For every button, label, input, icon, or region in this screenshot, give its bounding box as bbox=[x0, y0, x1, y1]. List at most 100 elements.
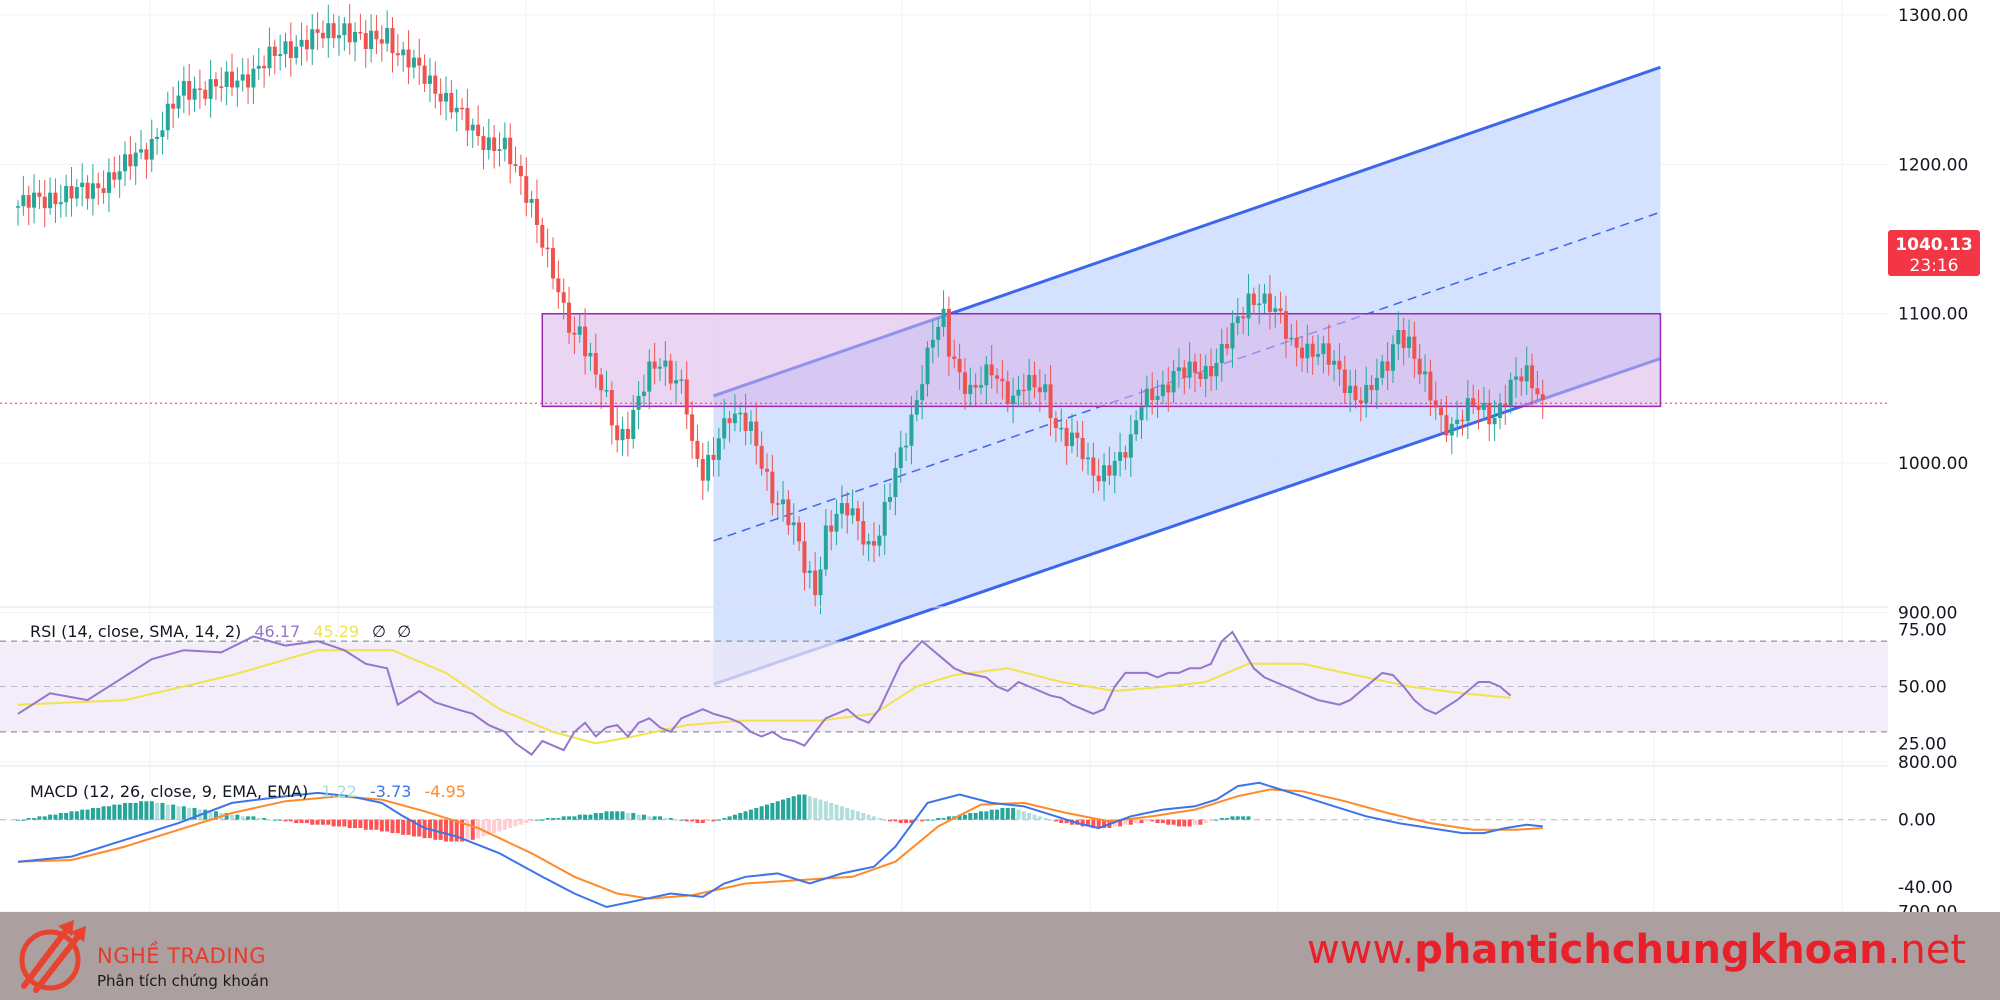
channel-lower-line[interactable] bbox=[713, 357, 1661, 686]
macd-histogram-bar bbox=[957, 814, 962, 820]
rsi-pane[interactable]: 75.00 50.00 25.00 RSI (14, close, SMA, 14,… bbox=[0, 621, 1947, 756]
price-tick-label: 1000.00 bbox=[1898, 454, 1968, 474]
rsi-legend[interactable]: RSI (14, close, SMA, 14, 2) 46.17 45.29 … bbox=[30, 622, 411, 641]
macd-histogram-bar bbox=[700, 819, 705, 824]
candle-body bbox=[1027, 374, 1032, 391]
candle-body bbox=[1289, 337, 1294, 340]
candle-body bbox=[1123, 452, 1128, 458]
rectangle-drawing[interactable] bbox=[541, 312, 1662, 408]
price-pane[interactable]: 1300.00 1200.00 1100.00 1000.00 900.00 800.00… bbox=[0, 4, 1980, 922]
macd-axis[interactable]: 0.00 -40.00 bbox=[1898, 811, 1953, 898]
candle-body bbox=[1219, 343, 1224, 363]
macd-histogram-bar bbox=[1198, 819, 1203, 825]
rsi-empty-value-2: ∅ bbox=[397, 622, 411, 641]
candle-body bbox=[695, 440, 700, 459]
candle-body bbox=[133, 152, 138, 167]
macd-histogram-bar bbox=[984, 811, 989, 820]
macd-histogram-bar bbox=[235, 814, 240, 820]
macd-histogram-bar bbox=[759, 806, 764, 820]
macd-histogram-bar bbox=[1214, 819, 1219, 821]
macd-histogram-bar bbox=[1203, 819, 1208, 824]
macd-histogram-bar bbox=[16, 819, 20, 821]
candle-body bbox=[765, 468, 769, 472]
macd-histogram-bar bbox=[1241, 816, 1246, 820]
macd-histogram-bar bbox=[1005, 807, 1010, 820]
candle-body bbox=[1267, 293, 1272, 312]
macd-histogram-bar bbox=[363, 819, 368, 830]
candle-body bbox=[187, 81, 192, 100]
candle-body bbox=[604, 389, 609, 392]
last-price-tag: 1040.13 23:16 bbox=[1888, 230, 1980, 276]
macd-histogram-bar bbox=[230, 814, 234, 820]
macd-pane[interactable]: 0.00 -40.00 MACD (12, 26, close, 9, EMA, … bbox=[0, 781, 1953, 909]
macd-histogram-bar bbox=[716, 819, 721, 821]
macd-histogram-bar bbox=[369, 819, 374, 830]
macd-histogram-bar bbox=[492, 819, 497, 834]
macd-histogram-bar bbox=[294, 819, 299, 824]
candle-body bbox=[411, 57, 416, 68]
candle-body bbox=[213, 79, 218, 87]
macd-histogram-bar bbox=[615, 811, 620, 820]
candle-body bbox=[171, 103, 176, 109]
macd-histogram-bar bbox=[1144, 819, 1149, 822]
macd-histogram-bar bbox=[706, 819, 711, 822]
candle-body bbox=[631, 409, 636, 439]
macd-histogram-bar bbox=[652, 816, 657, 820]
candle-body bbox=[449, 92, 454, 113]
candle-body bbox=[262, 65, 267, 69]
candle-body bbox=[914, 400, 919, 415]
candle-body bbox=[1091, 457, 1096, 476]
macd-histogram-bar bbox=[502, 819, 507, 830]
candle-body bbox=[1193, 361, 1197, 373]
price-axis[interactable]: 1300.00 1200.00 1100.00 1000.00 900.00 800.00… bbox=[1898, 6, 1968, 922]
macd-title: MACD (12, 26, close, 9, EMA, EMA) bbox=[30, 782, 308, 801]
macd-histogram-bar bbox=[738, 812, 743, 820]
macd-histogram-bar bbox=[813, 797, 818, 820]
macd-histogram-bar bbox=[946, 816, 951, 820]
candle-body bbox=[497, 149, 502, 151]
candle-body bbox=[909, 414, 914, 446]
macd-histogram-bar bbox=[144, 801, 149, 820]
macd-histogram-bar bbox=[497, 819, 502, 832]
macd-histogram-bar bbox=[80, 809, 85, 820]
candle-body bbox=[1310, 343, 1315, 357]
box-rectangle[interactable] bbox=[541, 312, 1662, 408]
macd-histogram-bar bbox=[133, 802, 138, 820]
last-price-value: 1040.13 bbox=[1895, 235, 1972, 255]
candle-body bbox=[58, 202, 63, 205]
candle-body bbox=[984, 364, 989, 386]
macd-histogram bbox=[16, 794, 1251, 842]
candle-body bbox=[246, 74, 251, 88]
brand-tagline: Phân tích chứng khoán bbox=[97, 972, 269, 990]
macd-histogram-bar bbox=[1134, 819, 1139, 824]
macd-histogram-bar bbox=[540, 819, 545, 821]
candle-body bbox=[1283, 311, 1288, 339]
macd-histogram-bar bbox=[1182, 819, 1187, 827]
candle-body bbox=[588, 352, 593, 357]
candle-body bbox=[518, 165, 523, 177]
candle-body bbox=[738, 412, 743, 415]
rsi-tick-label: 25.00 bbox=[1898, 734, 1947, 754]
candle-body bbox=[743, 412, 748, 431]
macd-histogram-bar bbox=[839, 806, 844, 820]
macd-legend[interactable]: MACD (12, 26, close, 9, EMA, EMA) 1.22 -… bbox=[30, 782, 466, 801]
candle-body bbox=[946, 308, 951, 357]
candle-body bbox=[936, 327, 941, 340]
candle-body bbox=[877, 535, 882, 546]
rsi-axis[interactable]: 75.00 50.00 25.00 bbox=[1898, 621, 1947, 755]
macd-histogram-bar bbox=[224, 812, 229, 820]
candle-body bbox=[224, 71, 229, 87]
candle-body bbox=[438, 93, 443, 102]
macd-histogram-bar bbox=[374, 819, 379, 830]
macd-histogram-bar bbox=[1043, 818, 1048, 820]
candle-body bbox=[1075, 432, 1080, 438]
candle-body bbox=[444, 92, 448, 102]
website-url[interactable]: www.phantichchungkhoan.net bbox=[1307, 927, 1966, 973]
candle-body bbox=[106, 172, 111, 193]
macd-histogram-bar bbox=[711, 819, 716, 822]
candle-body bbox=[181, 81, 186, 96]
candle-body bbox=[32, 192, 37, 208]
macd-histogram-bar bbox=[1053, 819, 1058, 822]
macd-histogram-bar bbox=[32, 818, 37, 820]
